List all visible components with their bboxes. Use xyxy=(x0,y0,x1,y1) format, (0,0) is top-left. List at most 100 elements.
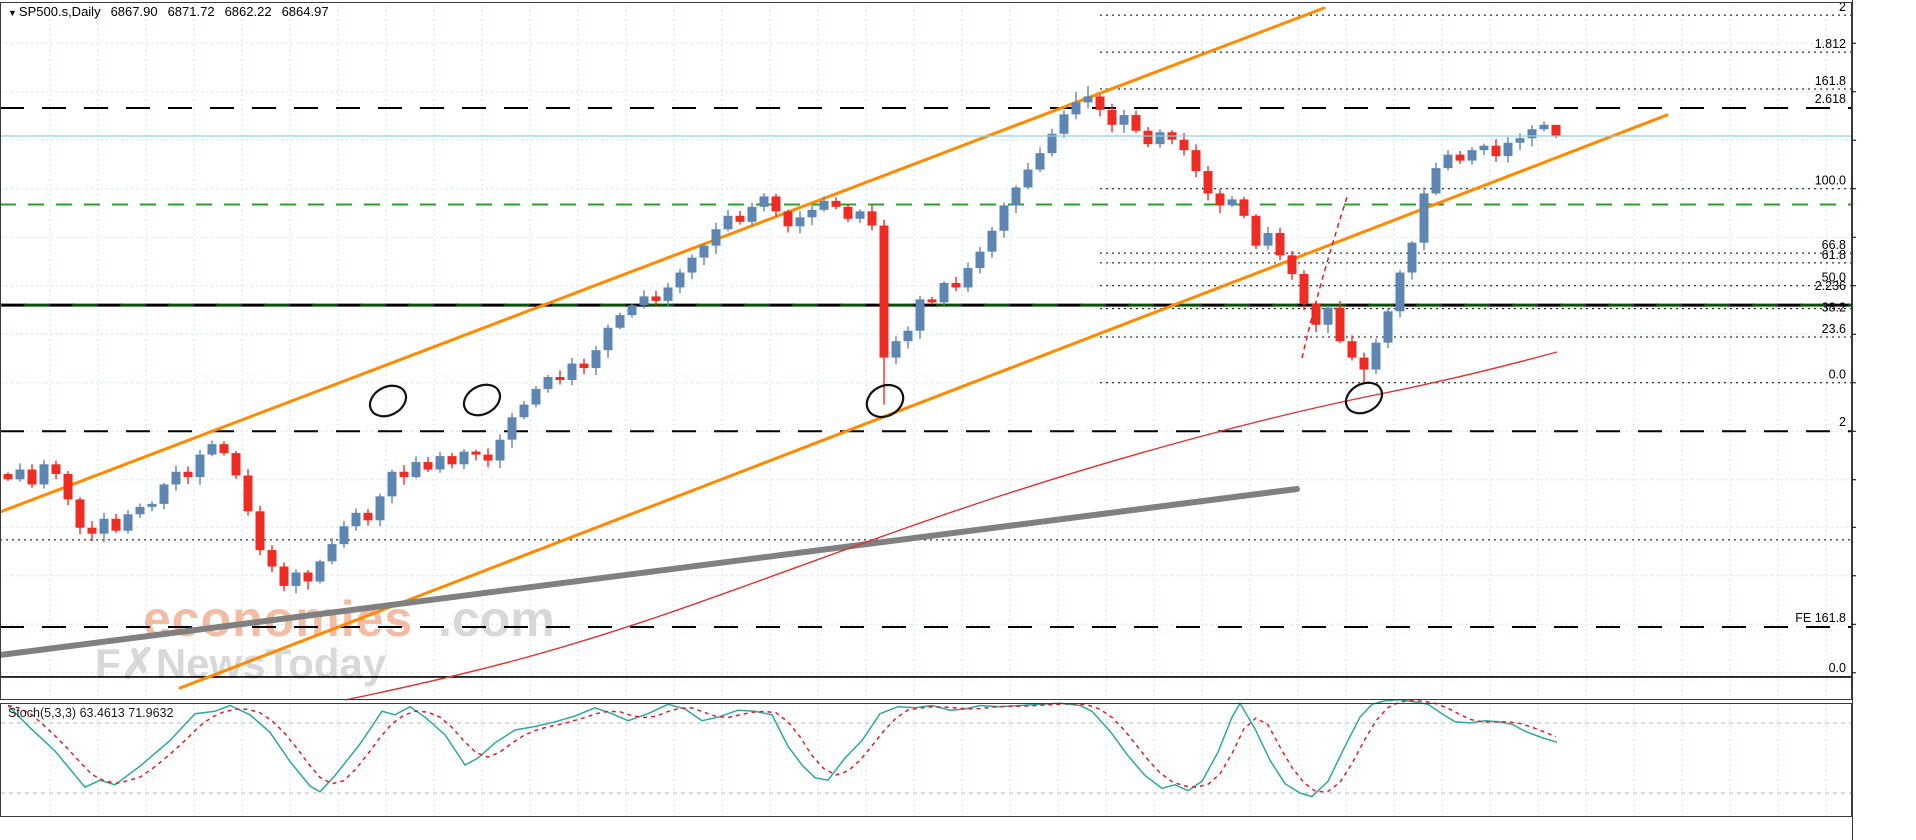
candle-body xyxy=(675,272,685,288)
candle-body xyxy=(1551,124,1561,136)
candle-body xyxy=(1191,150,1201,172)
candle-body xyxy=(1371,342,1381,370)
candle-body xyxy=(1143,130,1153,145)
quote-low: 6862.22 xyxy=(224,4,272,19)
ellipse-annotation[interactable] xyxy=(861,379,909,423)
candle-body xyxy=(1227,199,1237,206)
candle-body xyxy=(951,282,961,288)
fib-level-label: 1.812 xyxy=(1815,37,1846,51)
candle-body xyxy=(855,211,865,219)
candle-body xyxy=(1155,132,1165,145)
candle-body xyxy=(303,572,313,582)
candle-body xyxy=(639,296,649,306)
ellipse-annotation[interactable] xyxy=(1341,377,1388,420)
candle-body xyxy=(1203,171,1213,194)
candle-body xyxy=(207,444,217,455)
candle-body xyxy=(423,462,433,470)
candle-body xyxy=(543,377,553,389)
candle-body xyxy=(327,544,337,562)
ellipse-annotation[interactable] xyxy=(365,380,412,423)
time-axis[interactable]: 25 Jul 20254 Aug 202512 Aug 202520 Aug 2… xyxy=(0,818,1852,840)
candle-body xyxy=(219,444,229,454)
candle-body xyxy=(39,464,49,485)
candle-body xyxy=(939,282,949,303)
channel-lower-orange[interactable] xyxy=(178,113,1669,690)
candle-body xyxy=(699,245,709,258)
candle-body xyxy=(687,257,697,273)
symbol-timeframe-label: SP500.s,Daily xyxy=(18,4,101,19)
candle-body xyxy=(1527,129,1537,139)
quote-open: 6867.90 xyxy=(110,4,158,19)
candle-body xyxy=(1131,115,1141,131)
fib-level-label: 0.0 xyxy=(1829,368,1846,382)
candle-body xyxy=(567,363,577,380)
fib-level-label: 100.0 xyxy=(1815,174,1846,188)
candle-body xyxy=(99,518,109,534)
candle-body xyxy=(831,200,841,207)
candle-body xyxy=(627,305,637,316)
candle-body xyxy=(51,464,61,475)
candle-body xyxy=(663,287,673,301)
candle-body xyxy=(1491,145,1501,157)
candle-body xyxy=(615,315,625,328)
candle-body xyxy=(1395,272,1405,312)
candle-body xyxy=(111,518,121,531)
fib-level-label: 0.0 xyxy=(1829,661,1846,675)
candle-body xyxy=(771,196,781,212)
stoch-k-line xyxy=(7,698,1558,798)
candle-body xyxy=(795,217,805,227)
candle-body xyxy=(1335,307,1345,342)
candle-body xyxy=(987,230,997,252)
candle-body xyxy=(1083,96,1093,103)
candle-body xyxy=(915,299,925,331)
candle-body xyxy=(339,526,349,545)
candle-body xyxy=(507,417,517,440)
candle-body xyxy=(999,205,1009,231)
candle-body xyxy=(1095,96,1105,110)
candle-body xyxy=(519,404,529,418)
candle-body xyxy=(1455,154,1465,161)
moving-average-red xyxy=(344,351,1558,701)
candle-body xyxy=(267,550,277,567)
candle-body xyxy=(591,350,601,369)
candle-body xyxy=(1347,341,1357,358)
candle-body xyxy=(363,512,373,521)
candle-body xyxy=(975,251,985,269)
candle-body xyxy=(87,527,97,534)
candle-body xyxy=(531,388,541,405)
quote-close: 6864.97 xyxy=(281,4,329,19)
candle-body xyxy=(735,215,745,222)
candle-body xyxy=(927,299,937,303)
candle-body xyxy=(1431,168,1441,194)
candle-body xyxy=(1035,153,1045,170)
candle-body xyxy=(711,229,721,246)
candle-body xyxy=(867,211,877,226)
candle-body xyxy=(1383,311,1393,343)
candle-body xyxy=(1419,193,1429,243)
fib-level-label: 66.8 xyxy=(1822,238,1846,252)
symbol-dropdown-icon[interactable]: ▼ xyxy=(8,8,17,18)
candle-body xyxy=(1323,307,1333,325)
channel-upper-orange[interactable] xyxy=(0,6,1326,514)
price-axis[interactable]: 6989.306924.306794.306729.306664.306599.… xyxy=(1852,0,1916,840)
candle-body xyxy=(75,499,85,528)
ellipse-annotation[interactable] xyxy=(459,379,506,422)
candle-body xyxy=(351,512,361,527)
candle-body xyxy=(879,225,889,358)
candle-body xyxy=(1047,133,1057,154)
main-pane-border xyxy=(0,2,1852,700)
candle-body xyxy=(147,503,157,507)
quote-bar: ▼ SP500.s,Daily 6867.90 6871.72 6862.22 6… xyxy=(8,4,329,19)
candle-body xyxy=(1059,114,1069,134)
fib-level-label: 2.618 xyxy=(1815,92,1846,106)
fib-level-label: 38.2 xyxy=(1822,301,1846,315)
candle-body xyxy=(1407,242,1417,273)
candle-body xyxy=(1443,154,1453,169)
candle-body xyxy=(399,471,409,477)
candle-body xyxy=(435,456,445,470)
support-gray-thick[interactable] xyxy=(0,486,1300,658)
candle-body xyxy=(555,377,565,380)
candle-body xyxy=(963,268,973,288)
candle-body xyxy=(1215,193,1225,206)
